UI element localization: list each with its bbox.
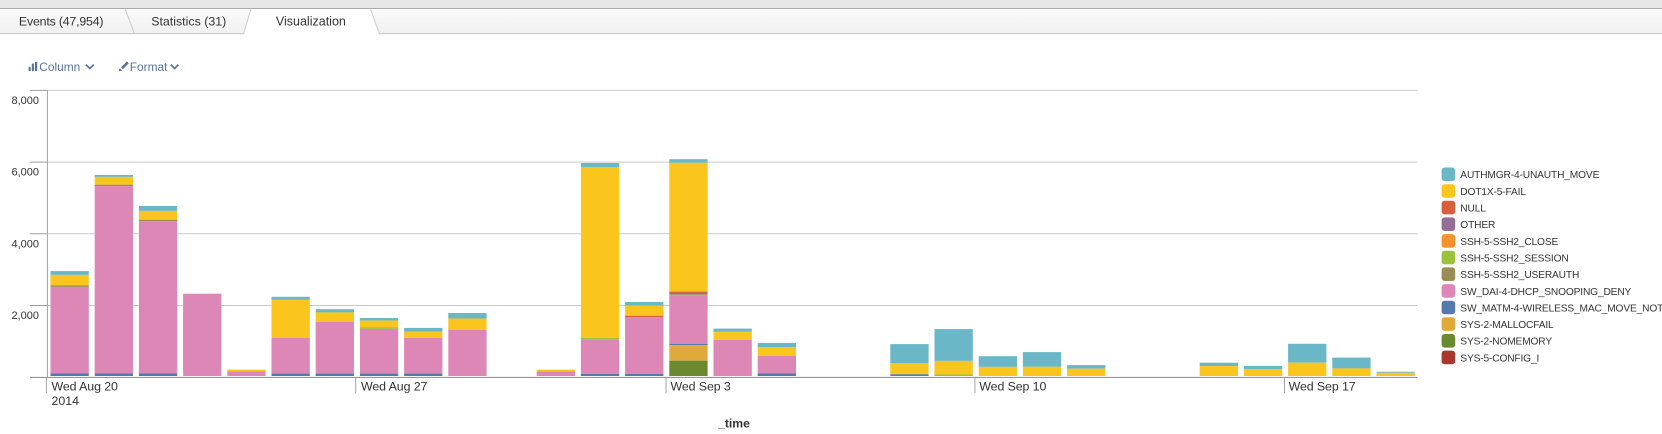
svg-text:OTHER: OTHER: [1460, 220, 1495, 231]
svg-text:Wed Sep 3: Wed Sep 3: [671, 379, 731, 393]
svg-text:Wed Sep 17: Wed Sep 17: [1289, 379, 1356, 393]
svg-text:SW_DAI-4-DHCP_SNOOPING_DENY: SW_DAI-4-DHCP_SNOOPING_DENY: [1460, 287, 1631, 298]
svg-text:SYS-5-CONFIG_I: SYS-5-CONFIG_I: [1460, 353, 1539, 364]
svg-text:NULL: NULL: [1460, 204, 1486, 215]
svg-text:Visualization: Visualization: [276, 14, 346, 28]
svg-text:2014: 2014: [52, 394, 80, 408]
svg-text:SSH-5-SSH2_CLOSE: SSH-5-SSH2_CLOSE: [1460, 237, 1558, 248]
svg-text:_time: _time: [717, 416, 750, 430]
svg-text:2,000: 2,000: [11, 310, 39, 322]
svg-text:Format: Format: [130, 60, 168, 74]
svg-text:Wed Aug 20: Wed Aug 20: [52, 379, 118, 393]
svg-text:Events (47,954): Events (47,954): [19, 14, 104, 28]
svg-text:SSH-5-SSH2_SESSION: SSH-5-SSH2_SESSION: [1460, 253, 1568, 264]
svg-text:Wed Aug 27: Wed Aug 27: [361, 379, 427, 393]
svg-text:SW_MATM-4-WIRELESS_MAC_MOVE_NO: SW_MATM-4-WIRELESS_MAC_MOVE_NOT: [1460, 303, 1662, 314]
svg-text:Statistics (31): Statistics (31): [151, 14, 226, 28]
svg-text:SYS-2-NOMEMORY: SYS-2-NOMEMORY: [1460, 337, 1552, 348]
svg-text:4,000: 4,000: [11, 238, 39, 250]
svg-text:SSH-5-SSH2_USERAUTH: SSH-5-SSH2_USERAUTH: [1460, 270, 1579, 281]
svg-text:6,000: 6,000: [11, 167, 39, 179]
svg-text:SYS-2-MALLOCFAIL: SYS-2-MALLOCFAIL: [1460, 320, 1554, 331]
svg-text:DOT1X-5-FAIL: DOT1X-5-FAIL: [1460, 187, 1526, 198]
svg-text:8,000: 8,000: [11, 95, 39, 107]
svg-text:Wed Sep 10: Wed Sep 10: [979, 379, 1046, 393]
svg-text:AUTHMGR-4-UNAUTH_MOVE: AUTHMGR-4-UNAUTH_MOVE: [1460, 170, 1599, 181]
svg-text:Column: Column: [39, 60, 80, 74]
